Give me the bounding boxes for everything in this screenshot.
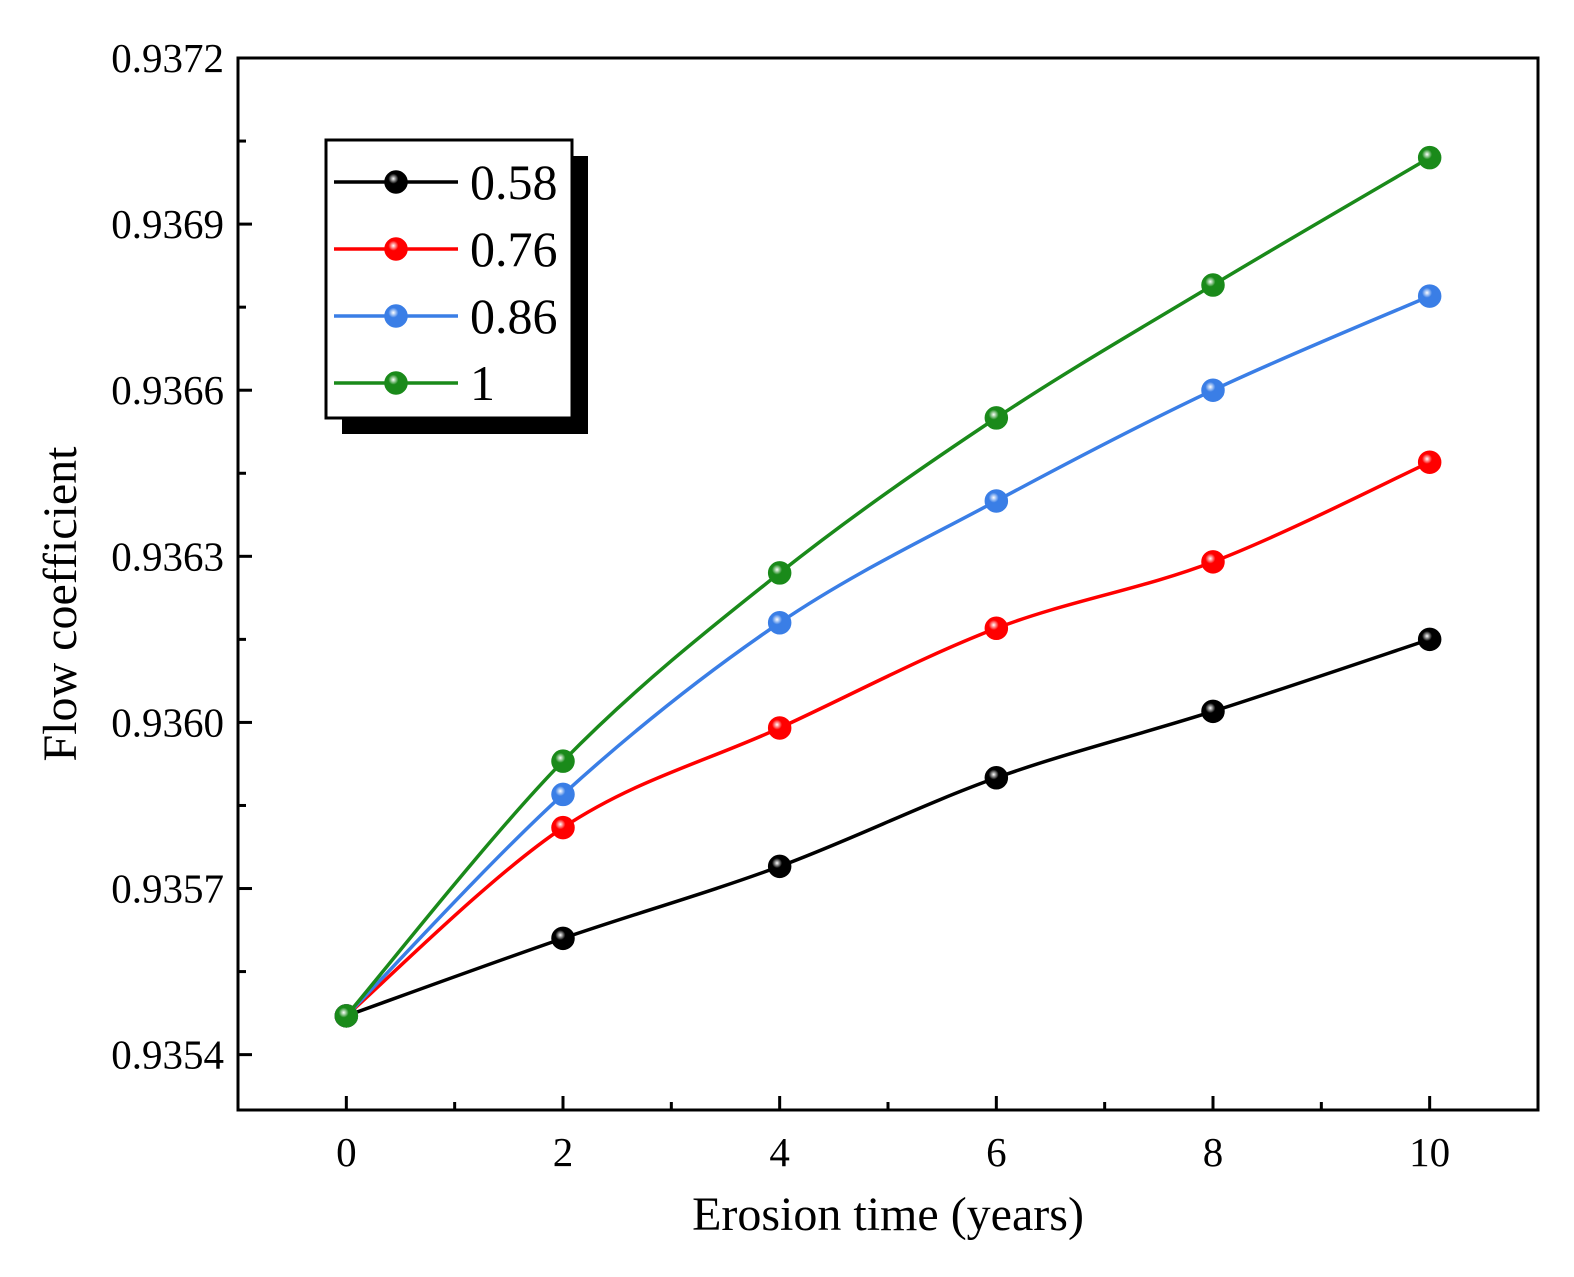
data-point: [767, 716, 792, 740]
legend-marker: [384, 170, 408, 194]
data-point: [1417, 145, 1442, 170]
data-point: [767, 561, 792, 585]
y-tick-label: 0.9363: [111, 533, 224, 579]
data-point: [551, 926, 575, 951]
x-tick-label: 2: [553, 1129, 574, 1175]
x-tick-label: 8: [1203, 1129, 1224, 1175]
x-tick-label: 10: [1409, 1129, 1450, 1175]
data-point: [984, 616, 1009, 641]
legend-marker: [384, 237, 408, 261]
x-tick-label: 4: [769, 1129, 790, 1175]
series-layer: [334, 145, 1442, 1028]
data-point: [1201, 550, 1225, 574]
y-tick-label: 0.9366: [111, 367, 224, 413]
data-point: [767, 611, 792, 635]
series-line: [345, 294, 1431, 1018]
y-tick-label: 0.9354: [111, 1032, 224, 1078]
series-0.76: [334, 450, 1442, 1028]
data-point: [1417, 627, 1442, 652]
y-axis-label: Flow coefficient: [34, 446, 87, 762]
legend: 0.58 0.76 0.86 1: [324, 138, 588, 434]
data-point: [984, 489, 1009, 513]
data-point: [551, 782, 575, 807]
data-point: [1201, 273, 1225, 297]
data-point: [767, 854, 792, 879]
series-line: [344, 156, 1431, 1018]
legend-marker: [384, 371, 408, 395]
data-point: [1201, 378, 1225, 402]
legend-label: 0.76: [470, 221, 558, 277]
legend-box: [324, 138, 574, 420]
legend-label: 1: [470, 355, 495, 411]
legend-label: 0.58: [470, 154, 558, 210]
data-point: [1417, 284, 1442, 308]
y-tick-label: 0.9369: [111, 201, 224, 247]
data-point: [984, 406, 1009, 430]
axes-layer: 0 2 4 6 8 10 0.9354 0.9357 0.9360 0.9363 0.9366 0.9…: [111, 35, 1540, 1175]
data-point: [984, 766, 1009, 790]
y-tick-label: 0.9360: [111, 699, 224, 745]
y-tick-label: 0.9357: [111, 866, 224, 912]
legend-label: 0.86: [470, 288, 558, 344]
x-axis-label: Erosion time (years): [692, 1188, 1084, 1241]
x-tick-label: 0: [336, 1129, 357, 1175]
series-line: [345, 460, 1431, 1018]
series-0.58: [334, 627, 1442, 1028]
legend-marker: [384, 304, 408, 328]
data-point: [1417, 450, 1442, 474]
data-point: [334, 1004, 359, 1028]
y-tick-label: 0.9372: [111, 35, 224, 81]
series-1: [334, 145, 1442, 1028]
series-line: [345, 637, 1431, 1018]
data-point: [1201, 699, 1225, 724]
data-point: [551, 815, 575, 840]
x-tick-label: 6: [986, 1129, 1007, 1175]
series-0.86: [334, 284, 1442, 1028]
data-point: [551, 749, 575, 773]
